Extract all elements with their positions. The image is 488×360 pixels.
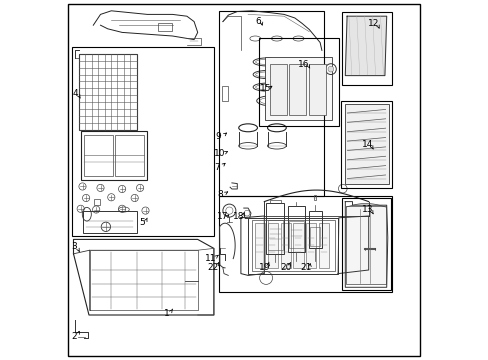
- Bar: [218, 196, 391, 292]
- Bar: [254, 223, 264, 268]
- Bar: [314, 195, 316, 200]
- Bar: [287, 206, 305, 252]
- Circle shape: [327, 66, 333, 72]
- Bar: [218, 11, 323, 196]
- Bar: [308, 64, 325, 115]
- Bar: [293, 223, 303, 268]
- Text: 7: 7: [214, 163, 220, 172]
- Bar: [346, 206, 385, 284]
- Bar: [319, 223, 329, 268]
- Bar: [280, 223, 290, 268]
- Polygon shape: [345, 16, 386, 76]
- Bar: [340, 101, 391, 188]
- Bar: [81, 131, 147, 180]
- Bar: [94, 199, 100, 205]
- Bar: [288, 221, 303, 248]
- Text: 19: 19: [259, 263, 270, 272]
- Bar: [82, 211, 136, 233]
- Bar: [308, 211, 321, 248]
- Text: 22: 22: [207, 263, 218, 272]
- Bar: [247, 218, 337, 274]
- Text: 10: 10: [213, 149, 224, 158]
- Bar: [115, 135, 143, 176]
- Bar: [269, 64, 286, 115]
- Bar: [267, 220, 282, 250]
- Bar: [79, 54, 136, 130]
- Text: 16: 16: [298, 60, 309, 69]
- Bar: [309, 227, 320, 246]
- Text: 4: 4: [72, 89, 78, 98]
- Text: 1: 1: [164, 309, 170, 318]
- Bar: [341, 198, 390, 290]
- Bar: [251, 220, 334, 271]
- Text: 18: 18: [233, 212, 244, 221]
- Bar: [306, 223, 316, 268]
- Text: 11: 11: [205, 253, 216, 263]
- Text: 13: 13: [361, 205, 373, 214]
- Text: 8: 8: [217, 190, 223, 199]
- Text: 5: 5: [139, 218, 144, 227]
- Bar: [222, 86, 228, 101]
- Bar: [258, 38, 338, 126]
- Bar: [72, 47, 213, 236]
- Bar: [288, 64, 306, 115]
- Text: 17: 17: [217, 212, 228, 221]
- Text: 6: 6: [254, 17, 260, 26]
- Text: 2: 2: [71, 332, 77, 341]
- Text: 9: 9: [215, 132, 221, 141]
- Text: 15: 15: [259, 84, 270, 93]
- Bar: [84, 135, 113, 176]
- Text: 21: 21: [300, 263, 311, 272]
- Bar: [265, 57, 331, 120]
- Text: 14: 14: [361, 140, 372, 149]
- Bar: [158, 23, 172, 31]
- Bar: [341, 12, 391, 85]
- Bar: [344, 104, 387, 184]
- Bar: [267, 223, 277, 268]
- Text: 20: 20: [280, 263, 291, 272]
- Text: 3: 3: [71, 242, 77, 251]
- Bar: [265, 203, 284, 254]
- Text: 12: 12: [367, 19, 379, 28]
